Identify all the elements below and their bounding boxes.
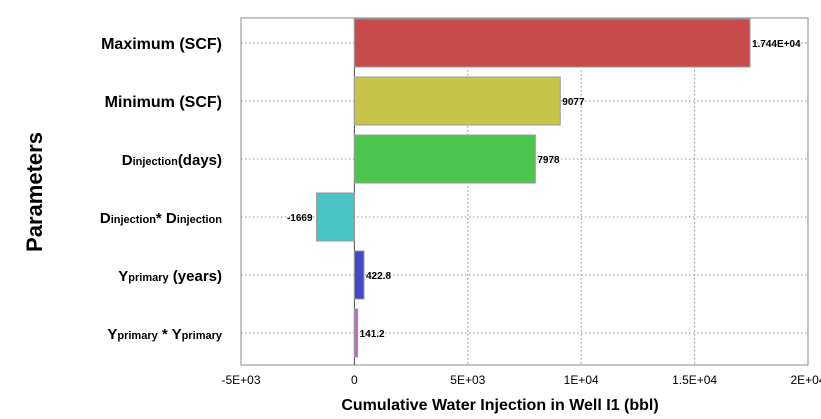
bar xyxy=(353,308,359,358)
x-axis-title: Cumulative Water Injection in Well I1 (b… xyxy=(341,397,658,414)
x-tick-label: -5E+03 xyxy=(221,373,260,387)
x-tick-label: 1.5E+04 xyxy=(672,373,717,387)
y-category-label: Dinjection(days) xyxy=(122,152,222,169)
bar xyxy=(353,76,561,126)
bar-value-label: -1669 xyxy=(287,213,313,224)
bars: 1.744E+04 9077 7978 -1669 422.8 141.2 xyxy=(287,18,801,358)
y-axis-title: Parameters xyxy=(22,132,47,252)
x-tick-label: 0 xyxy=(351,373,358,387)
y-category-label: Maximum (SCF) xyxy=(101,36,222,53)
bar-value-label: 141.2 xyxy=(360,329,385,340)
bar-value-label: 422.8 xyxy=(366,271,391,282)
y-category-labels: Maximum (SCF) Minimum (SCF) Dinjection(day… xyxy=(100,36,223,343)
bar xyxy=(353,250,365,300)
bar xyxy=(353,18,751,68)
x-tick-label: 1E+04 xyxy=(564,373,599,387)
bar xyxy=(353,134,536,184)
y-category-label: Yprimary (years) xyxy=(118,268,222,285)
plot-area xyxy=(240,17,809,366)
x-tick-labels: -5E+03 0 5E+03 1E+04 1.5E+04 2E+04 xyxy=(221,373,821,387)
bar-value-label: 1.744E+04 xyxy=(752,39,801,50)
x-tick-label: 5E+03 xyxy=(450,373,485,387)
bar xyxy=(316,192,355,242)
x-tick-label: 2E+04 xyxy=(790,373,821,387)
y-category-label: Yprimary * Yprimary xyxy=(107,326,223,343)
y-category-label: Minimum (SCF) xyxy=(105,94,222,111)
y-category-label: Dinjection* Dinjection xyxy=(100,210,222,227)
bar-value-label: 7978 xyxy=(537,155,560,166)
bar-value-label: 9077 xyxy=(562,97,585,108)
grid-lines xyxy=(241,18,808,365)
